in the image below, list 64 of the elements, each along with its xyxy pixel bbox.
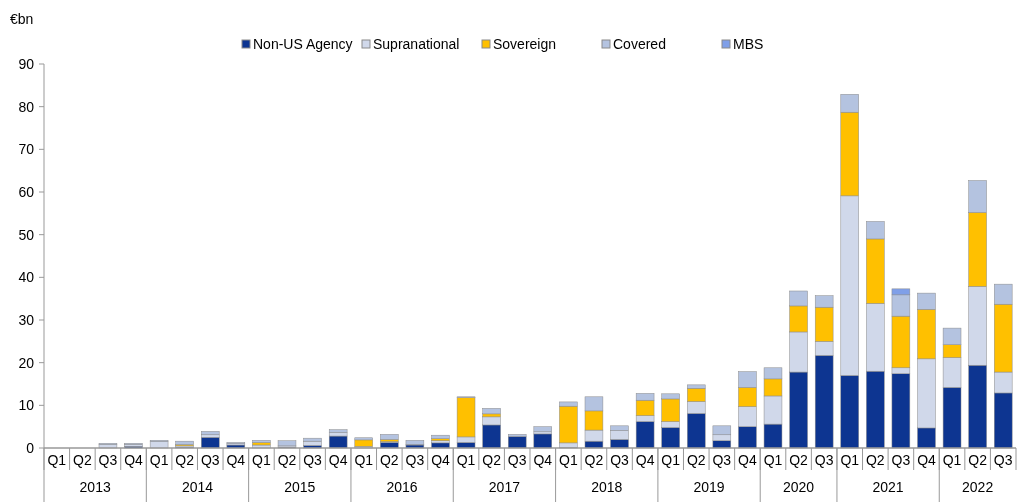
x-tick-label: Q4 (635, 452, 655, 468)
y-tick-label: 30 (18, 311, 35, 328)
text: 2015 (284, 479, 316, 495)
text: 2021 (872, 479, 904, 495)
x-tick-label: Q3 (507, 452, 527, 468)
x-tick-label: Q4 (431, 452, 451, 468)
x-tick-label: Q2 (73, 452, 92, 468)
y-tick-label: 70 (18, 141, 35, 158)
x-tick-label: Q3 (610, 452, 630, 468)
x-tick-label: Q3 (303, 452, 323, 468)
legend-label: Supranational (373, 36, 460, 52)
x-tick-label: Q2 (789, 452, 809, 468)
x-tick-label: Q1 (942, 452, 962, 468)
x-tick-label: Q1 (456, 452, 476, 468)
text: 2020 (783, 479, 815, 495)
x-tick-label: Q3 (98, 452, 118, 468)
legend-label: Sovereign (493, 36, 557, 52)
x-tick-label: Q4 (226, 452, 246, 468)
x-tick-label: Q3 (200, 452, 220, 468)
x-tick-label: Q1 (840, 452, 860, 468)
x-tick-label: Q4 (738, 452, 757, 468)
legend-label: Covered (613, 36, 666, 52)
x-tick-label: Q2 (968, 452, 988, 468)
x-tick-label: Q1 (661, 452, 681, 468)
x-tick-label: Q1 (47, 452, 67, 468)
y-tick-label: 20 (18, 354, 35, 371)
x-tick-label: Q3 (405, 452, 425, 468)
text: 2019 (693, 479, 725, 495)
y-tick-label: 0 (26, 439, 35, 456)
x-tick-label: Q2 (865, 452, 885, 468)
x-tick-label: Q1 (252, 452, 271, 468)
y-tick-label: 40 (18, 269, 35, 286)
text: 2016 (386, 479, 418, 495)
x-tick-label: Q4 (124, 452, 144, 468)
y-tick-label: 80 (18, 98, 35, 115)
x-tick-label: Q2 (686, 452, 706, 468)
x-tick-label: Q2 (584, 452, 604, 468)
text: 2013 (79, 479, 111, 495)
x-tick-label: Q4 (533, 452, 553, 468)
x-tick-label: Q4 (917, 452, 937, 468)
text: 2014 (181, 479, 214, 495)
text: 2022 (962, 479, 994, 495)
x-tick-label: Q3 (814, 452, 834, 468)
y-tick-label: 10 (18, 397, 35, 414)
legend-label: MBS (733, 36, 764, 52)
y-tick-label: 50 (18, 226, 35, 243)
x-tick-label: Q3 (891, 452, 911, 468)
y-tick-label: 90 (18, 55, 35, 72)
y-axis-title: €bn (10, 11, 34, 27)
x-tick-label: Q4 (328, 452, 348, 468)
text: 2017 (488, 479, 521, 495)
text: 2018 (591, 479, 623, 495)
x-tick-label: Q3 (712, 452, 732, 468)
x-tick-label: Q1 (763, 452, 783, 468)
y-tick-label: 60 (18, 183, 35, 200)
x-tick-label: Q1 (559, 452, 578, 468)
x-tick-label: Q2 (175, 452, 195, 468)
x-tick-label: Q2 (379, 452, 399, 468)
x-tick-label: Q2 (277, 452, 297, 468)
x-tick-label: Q1 (354, 452, 374, 468)
legend-label: Non-US Agency (253, 36, 353, 52)
x-tick-label: Q1 (149, 452, 169, 468)
x-tick-label: Q2 (482, 452, 502, 468)
x-tick-label: Q3 (993, 452, 1013, 468)
